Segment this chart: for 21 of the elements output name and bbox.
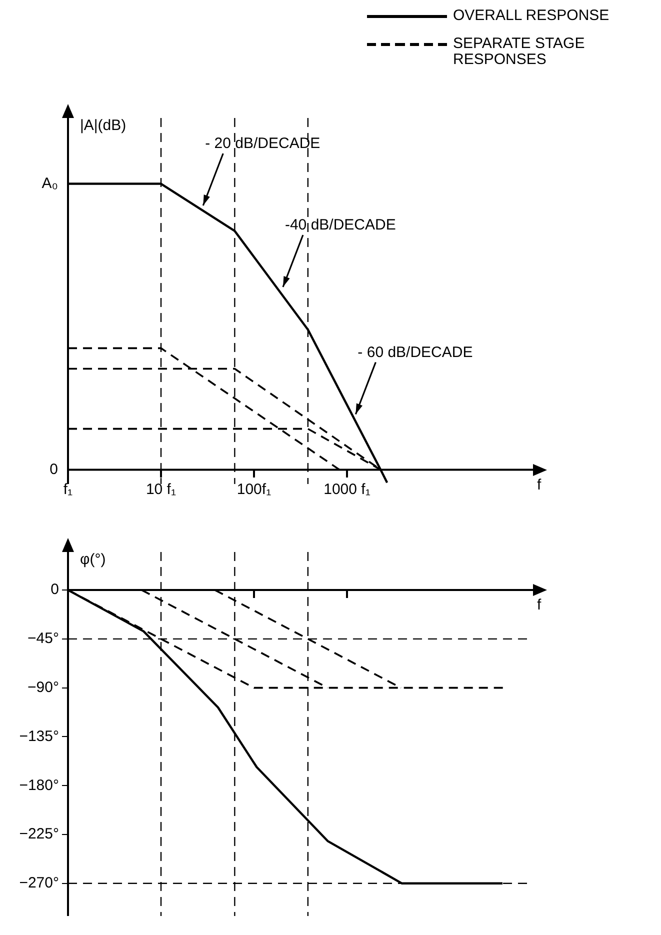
text: A₀ bbox=[42, 174, 58, 192]
annotation: - 60 dB/DECADE bbox=[358, 344, 473, 361]
x-tick-label: 100f₁ bbox=[236, 480, 272, 498]
x-tick-label: f₁ bbox=[63, 480, 73, 498]
y-tick-label: −90° bbox=[28, 678, 59, 696]
legend-label: OVERALL RESPONSE bbox=[453, 7, 610, 24]
x-axis-title: f bbox=[537, 596, 542, 614]
y-tick-label: −225° bbox=[19, 826, 59, 843]
legend-label: SEPARATE STAGE RESPONSES bbox=[453, 35, 586, 68]
y-tick-label: −180° bbox=[19, 776, 59, 794]
x-tick-label: 10 f₁ bbox=[146, 480, 176, 498]
y-axis-title: |A|(dB) bbox=[80, 117, 126, 134]
y-tick-label: −135° bbox=[19, 728, 59, 745]
y-axis-title: φ(°) bbox=[80, 551, 106, 568]
y-tick-label: −270° bbox=[19, 874, 59, 892]
y-tick-label: −45° bbox=[28, 630, 59, 648]
y-tick-label: 0 bbox=[50, 581, 59, 598]
annotation: - 20 dB/DECADE bbox=[205, 135, 320, 152]
x-tick-label: 1000 f₁ bbox=[324, 480, 370, 498]
annotation: -40 dB/DECADE bbox=[284, 216, 396, 234]
x-axis-title: f bbox=[537, 476, 542, 494]
